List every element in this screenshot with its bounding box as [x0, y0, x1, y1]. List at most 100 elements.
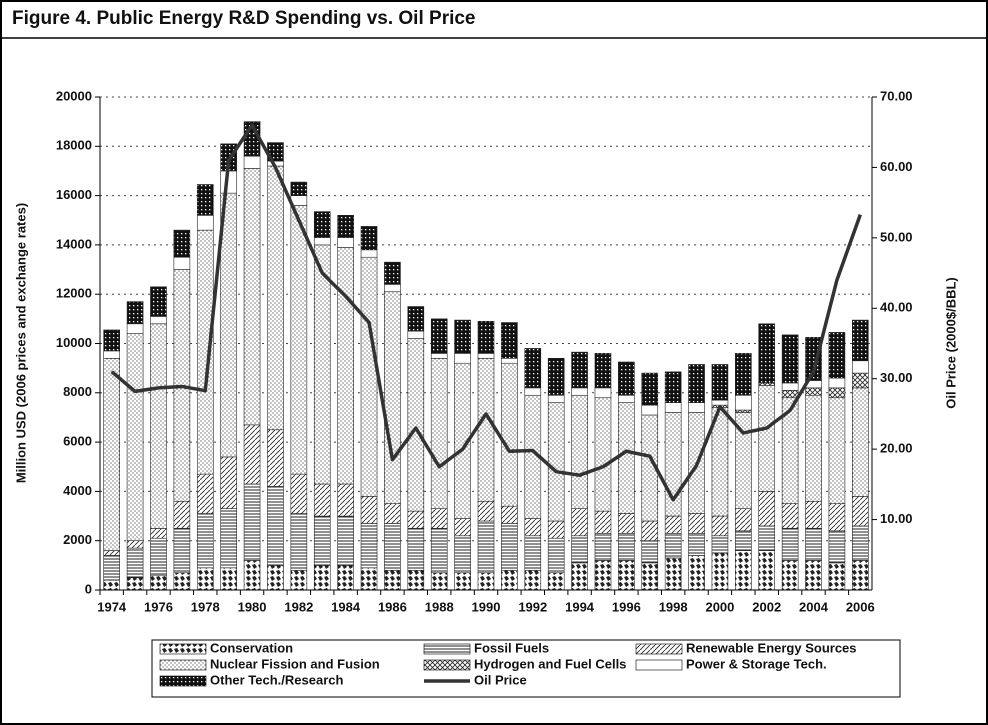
bar-segment: [220, 456, 237, 509]
bar-segment: [454, 353, 471, 364]
bar-segment: [547, 394, 565, 403]
bar-segment: [243, 560, 261, 591]
bar-segment: [313, 483, 331, 517]
bar-segment: [852, 560, 869, 591]
bar-segment: [243, 155, 261, 169]
bar-segment: [407, 569, 425, 591]
bar-segment: [430, 353, 448, 359]
bar-segment: [852, 387, 869, 497]
y2-tick-label: 20.00: [880, 441, 913, 456]
bar-segment: [618, 533, 635, 561]
bar-segment: [430, 528, 448, 574]
bar-segment: [290, 513, 308, 571]
bar-segment: [594, 353, 612, 389]
bar-segment: [828, 332, 846, 379]
x-tick-label: 1998: [659, 599, 688, 614]
bar-segment: [547, 537, 565, 574]
legend-label: Nuclear Fission and Fusion: [210, 656, 380, 671]
bar-segment: [477, 500, 495, 522]
legend-label: Other Tech./Research: [210, 672, 343, 687]
bar-segment: [196, 567, 214, 591]
bar-segment: [196, 215, 214, 231]
x-tick-label: 1990: [472, 599, 501, 614]
bar-segment: [641, 404, 659, 416]
bar-segment: [547, 520, 565, 539]
bar-segment: [477, 353, 495, 359]
legend-swatch: [635, 643, 683, 655]
bar-segment: [735, 353, 752, 396]
bar-segment: [360, 523, 378, 569]
bar-segment: [758, 550, 776, 591]
y2-tick-label: 60.00: [880, 159, 913, 174]
bar-segment: [267, 565, 284, 591]
bar-segment: [430, 318, 448, 354]
bar-segment: [758, 491, 776, 527]
legend-label: Hydrogen and Fuel Cells: [474, 656, 626, 671]
bar-segment: [150, 323, 167, 529]
bar-segment: [384, 523, 401, 571]
legend-label: Power & Storage Tech.: [686, 656, 827, 671]
bar-segment: [501, 357, 518, 364]
bar-segment: [220, 508, 237, 569]
bar-segment: [126, 577, 144, 591]
bar-segment: [688, 513, 705, 534]
bar-segment: [664, 533, 682, 559]
bar-segment: [407, 338, 425, 512]
bar-segment: [781, 382, 799, 391]
bar-segment: [688, 402, 705, 413]
x-tick-label: 1978: [191, 599, 220, 614]
x-tick-label: 1992: [518, 599, 547, 614]
bar-segment: [150, 537, 167, 576]
bar-segment: [290, 473, 308, 514]
bar-segment: [641, 520, 659, 541]
bar-segment: [758, 385, 776, 492]
bar-segment: [267, 165, 284, 431]
bar-segment: [290, 569, 308, 591]
bar-segment: [173, 572, 191, 591]
bar-segment: [313, 237, 331, 246]
bar-segment: [360, 567, 378, 591]
bar-segment: [501, 505, 518, 524]
bar-segment: [828, 562, 846, 591]
bar-segment: [384, 261, 401, 285]
bar-segment: [454, 572, 471, 591]
bar-segment: [688, 364, 705, 403]
bar-segment: [805, 560, 822, 591]
bar-segment: [150, 316, 167, 325]
bar-segment: [618, 513, 635, 534]
x-tick-label: 1994: [565, 599, 595, 614]
bar-segment: [313, 565, 331, 591]
bar-segment: [664, 371, 682, 403]
x-tick-label: 2000: [705, 599, 734, 614]
bar-segment: [360, 496, 378, 524]
y-tick-label: 2000: [63, 532, 92, 547]
bar-segment: [430, 357, 448, 509]
legend-swatch: [423, 643, 471, 655]
bar-segment: [337, 565, 354, 591]
bar-segment: [594, 387, 612, 399]
bar-segment: [524, 535, 542, 571]
bar-segment: [103, 329, 120, 352]
legend-label: Fossil Fuels: [474, 640, 549, 655]
y2-tick-label: 10.00: [880, 511, 913, 526]
bar-segment: [501, 569, 518, 591]
x-tick-label: 2002: [752, 599, 781, 614]
y-tick-label: 4000: [63, 483, 92, 498]
bar-segment: [337, 237, 354, 248]
bar-segment: [501, 523, 518, 571]
bar-segment: [781, 503, 799, 529]
bar-segment: [758, 525, 776, 551]
bar-segment: [805, 337, 822, 381]
bar-segment: [430, 572, 448, 591]
bar-segment: [781, 528, 799, 561]
x-tick-label: 1974: [97, 599, 127, 614]
bar-segment: [781, 334, 799, 384]
bar-segment: [735, 550, 752, 591]
y-tick-label: 12000: [56, 286, 92, 301]
bar-segment: [711, 535, 729, 554]
bar-segment: [196, 513, 214, 569]
legend-swatch: [159, 675, 207, 687]
bar-segment: [501, 362, 518, 507]
y2-tick-label: 70.00: [880, 88, 913, 103]
bar-segment: [852, 496, 869, 527]
